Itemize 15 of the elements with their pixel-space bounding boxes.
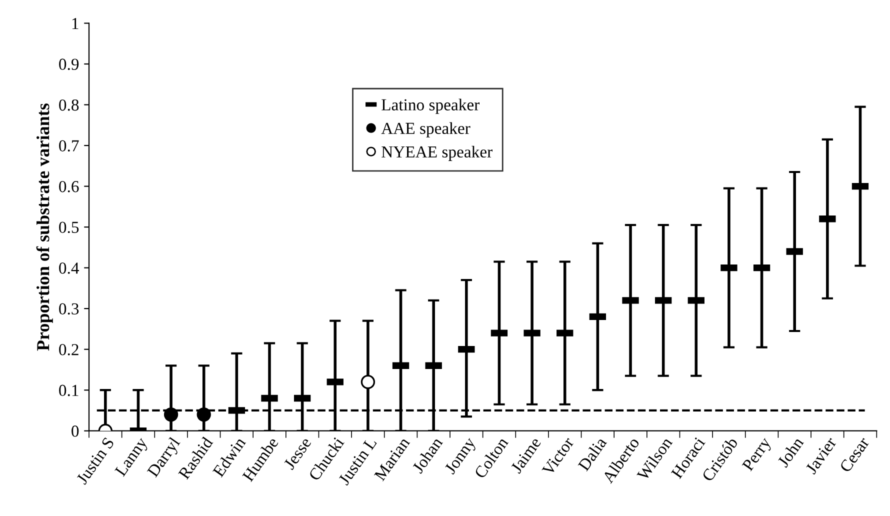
y-axis-title: Proportion of substrate variants [36, 104, 53, 351]
y-tick-label: 0.2 [59, 344, 78, 356]
y-tick-label: 0.6 [59, 180, 79, 192]
legend-label: NYEAE speaker [382, 146, 492, 161]
y-tick-label: 0.4 [59, 262, 80, 274]
y-tick-label: 0.8 [59, 99, 79, 111]
y-tick-label: 0.7 [59, 140, 79, 152]
y-tick-label: 1 [72, 18, 78, 30]
y-tick-label: 0.9 [59, 58, 79, 70]
y-tick-label: 0.3 [59, 303, 79, 315]
y-tick-label: 0.1 [59, 384, 78, 396]
y-tick-label: 0 [72, 426, 79, 437]
y-tick-label: 0.5 [59, 222, 79, 234]
legend-label: Latino speaker [382, 98, 480, 114]
legend-label: AAE speaker [381, 122, 470, 138]
